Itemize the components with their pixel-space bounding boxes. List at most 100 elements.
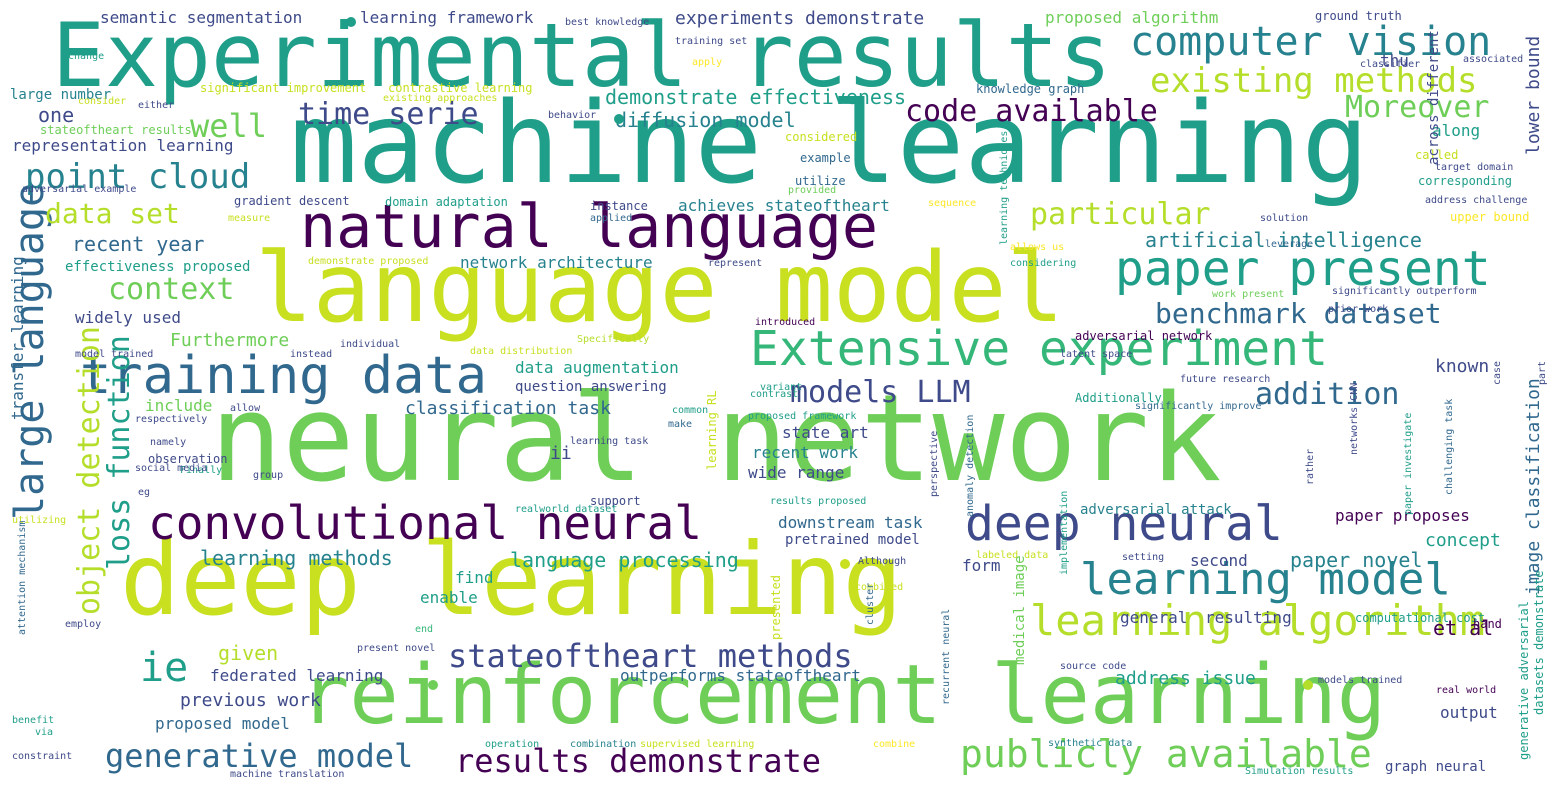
cloud-word: Extensive experiment xyxy=(750,321,1328,377)
cloud-word: anomaly detection xyxy=(965,414,976,517)
cloud-word: classification task xyxy=(405,398,611,419)
cloud-word: models trained xyxy=(1318,675,1403,686)
cloud-word: existing methods xyxy=(1150,61,1478,101)
cloud-word: computational cost xyxy=(1355,611,1486,625)
cloud-word: Furthermore xyxy=(170,330,290,351)
cloud-word: datasets demonstrate xyxy=(1532,570,1546,716)
cloud-word: address issue xyxy=(1115,668,1256,689)
cloud-word: learning algorithm xyxy=(1030,596,1486,645)
cloud-word: well xyxy=(190,107,268,145)
cloud-word: classifier xyxy=(1360,59,1421,70)
cloud-word: allow xyxy=(230,403,261,414)
cloud-word: Additionally xyxy=(1075,391,1162,405)
cloud-word: utilizing xyxy=(12,515,67,526)
cloud-word: individual xyxy=(340,339,401,350)
cloud-word: thu xyxy=(1380,51,1409,70)
cloud-word: leverage xyxy=(1265,239,1314,250)
cloud-word: learning RL xyxy=(705,390,719,470)
cloud-word: contrastive learning xyxy=(388,81,533,95)
cloud-word: realworld dataset xyxy=(515,504,618,515)
cloud-word: recurrent neural xyxy=(941,608,952,705)
cloud-word: benefit xyxy=(12,715,55,726)
cloud-word: training set xyxy=(675,36,748,47)
cloud-word: particular xyxy=(1030,197,1211,232)
cloud-word: learning model xyxy=(1080,554,1451,605)
cloud-word: stateoftheart methods xyxy=(448,637,853,675)
cloud-word: end xyxy=(415,624,434,635)
cloud-word: setting xyxy=(1122,552,1165,563)
cloud-word: cluster xyxy=(865,582,876,625)
cloud-word: recent year xyxy=(72,232,205,256)
cloud-word: future research xyxy=(1180,374,1271,385)
cloud-word: latent space xyxy=(1060,349,1133,360)
cloud-word: generative model xyxy=(105,737,414,775)
cloud-word: data augmentation xyxy=(515,358,679,377)
cloud-word: outperforms stateoftheart xyxy=(620,666,861,685)
cloud-word: eg xyxy=(138,487,151,498)
cloud-word: pretrained model xyxy=(785,532,920,548)
cloud-word: contrast xyxy=(750,389,799,400)
cloud-word: real world xyxy=(1436,685,1497,696)
cloud-word: knowledge graph xyxy=(976,82,1085,96)
cloud-word: Simulation results xyxy=(1245,766,1354,777)
cloud-word: labeled data xyxy=(976,550,1049,561)
cloud-word: change xyxy=(68,51,105,62)
cloud-word: demonstrate effectiveness xyxy=(605,85,907,109)
cloud-word: general xyxy=(1120,608,1188,627)
cloud-word: implementation xyxy=(1059,490,1070,575)
cloud-word: data set xyxy=(45,197,180,230)
cloud-word: combine xyxy=(873,739,916,750)
cloud-word: instance xyxy=(590,199,648,213)
cloud-word: paper novel xyxy=(1290,548,1423,572)
cloud-word: downstream task xyxy=(778,513,923,532)
cloud-word: results demonstrate xyxy=(455,742,822,780)
cloud-word: second xyxy=(1190,551,1248,570)
cloud-word: form xyxy=(962,556,1001,575)
cloud-word: reinforcement learning xyxy=(300,648,1387,743)
cloud-word: utilize xyxy=(795,174,846,188)
cloud-word: natural language xyxy=(300,192,878,262)
cloud-word: corresponding xyxy=(1418,174,1512,188)
cloud-word: Experimental results xyxy=(52,4,1112,107)
cloud-word: address challenge xyxy=(1425,195,1528,206)
cloud-word: benchmark dataset xyxy=(1155,297,1442,330)
cloud-word: namely xyxy=(150,437,187,448)
cloud-word: resulting xyxy=(1205,608,1292,627)
cloud-word: experiments demonstrate xyxy=(675,8,925,29)
cloud-word: learning methods xyxy=(200,546,393,570)
cloud-word: significant improvement xyxy=(200,81,367,95)
cloud-word: addition xyxy=(1255,377,1400,412)
cloud-word: challenging task xyxy=(1444,398,1455,495)
cloud-word: paper proposes xyxy=(1335,506,1470,525)
cloud-word: along xyxy=(1432,121,1481,140)
cloud-word: rather xyxy=(1305,448,1316,485)
cloud-word: image classification xyxy=(1523,378,1544,595)
cloud-word: machine translation xyxy=(230,769,345,780)
cloud-word: results proposed xyxy=(770,496,867,507)
cloud-word: example xyxy=(800,151,851,165)
cloud-word: transfer learning xyxy=(8,256,27,420)
cloud-word: medical image xyxy=(1012,555,1028,665)
cloud-word: allows us xyxy=(1010,242,1065,253)
cloud-word: apply xyxy=(692,57,723,68)
cloud-word: behavior xyxy=(548,110,597,121)
cloud-word: graph neural xyxy=(1385,759,1487,775)
cloud-word: case xyxy=(1492,360,1503,385)
cloud-word: constraint xyxy=(12,751,73,762)
cloud-word: solution xyxy=(1260,213,1309,224)
cloud-word: either xyxy=(138,100,175,111)
cloud-word: work present xyxy=(1212,289,1285,300)
cloud-word: introduced xyxy=(755,317,816,328)
cloud-word: adversarial example xyxy=(22,184,137,195)
cloud-word: data distribution xyxy=(470,346,573,357)
cloud-word: Specifically xyxy=(577,334,650,345)
cloud-word: representation learning xyxy=(12,136,234,155)
cloud-word: machine learning xyxy=(290,79,1369,209)
cloud-word: stateoftheart results xyxy=(40,123,192,137)
cloud-word: one xyxy=(38,103,75,127)
cloud-word: across different xyxy=(1426,30,1442,165)
cloud-word: context xyxy=(108,272,235,307)
cloud-word: domain adaptation xyxy=(385,195,508,209)
cloud-word: adversarial attack xyxy=(1080,502,1232,518)
cloud-word: concept xyxy=(1425,530,1501,551)
